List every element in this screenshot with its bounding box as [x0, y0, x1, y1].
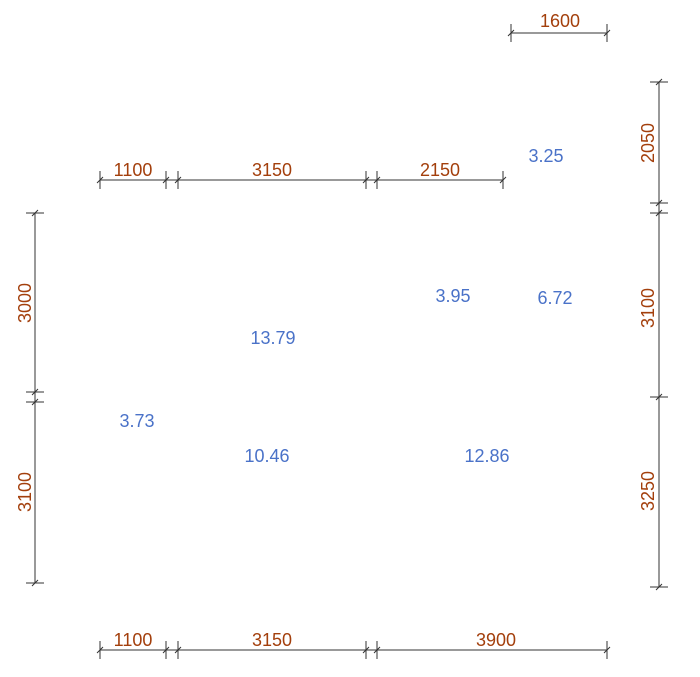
dimension-label: 3000 — [15, 283, 35, 323]
dimension-label: 3150 — [252, 160, 292, 180]
dimension-label: 1600 — [540, 11, 580, 31]
dimension-slash — [31, 579, 39, 587]
room-area: 6.72 — [537, 288, 572, 308]
dimension-label: 3100 — [638, 288, 658, 328]
room-area: 3.25 — [528, 146, 563, 166]
dimension-label: 1100 — [114, 630, 153, 650]
dimension-label: 3150 — [252, 630, 292, 650]
dimension-slash — [362, 176, 370, 184]
dimension-slash — [655, 583, 663, 591]
dimension-slash — [373, 176, 381, 184]
room-area: 12.86 — [464, 446, 509, 466]
dimension-slash — [603, 29, 611, 37]
dimension-slash — [162, 646, 170, 654]
dimension-slash — [603, 646, 611, 654]
room-area: 3.73 — [119, 411, 154, 431]
dimension-slash — [655, 393, 663, 401]
dimension-slash — [174, 176, 182, 184]
room-area: 3.95 — [435, 286, 470, 306]
dimension-slash — [655, 199, 663, 207]
dimension-slash — [162, 176, 170, 184]
dimension-label: 2150 — [420, 160, 460, 180]
dimension-slash — [655, 78, 663, 86]
dimension-slash — [362, 646, 370, 654]
dimension-label: 3100 — [15, 472, 35, 512]
dimension-slash — [373, 646, 381, 654]
dimension-slash — [31, 209, 39, 217]
dimension-slash — [31, 388, 39, 396]
dimension-slash — [96, 176, 104, 184]
dimension-slash — [499, 176, 507, 184]
dimension-label: 3250 — [638, 471, 658, 511]
dimension-label: 1100 — [114, 160, 153, 180]
dimension-label: 2050 — [638, 123, 658, 163]
dimension-label: 3900 — [476, 630, 516, 650]
room-area: 10.46 — [244, 446, 289, 466]
dimension-slash — [174, 646, 182, 654]
room-area: 13.79 — [250, 328, 295, 348]
dimension-slash — [507, 29, 515, 37]
dimension-slash — [31, 398, 39, 406]
dimension-slash — [655, 209, 663, 217]
dimension-slash — [96, 646, 104, 654]
